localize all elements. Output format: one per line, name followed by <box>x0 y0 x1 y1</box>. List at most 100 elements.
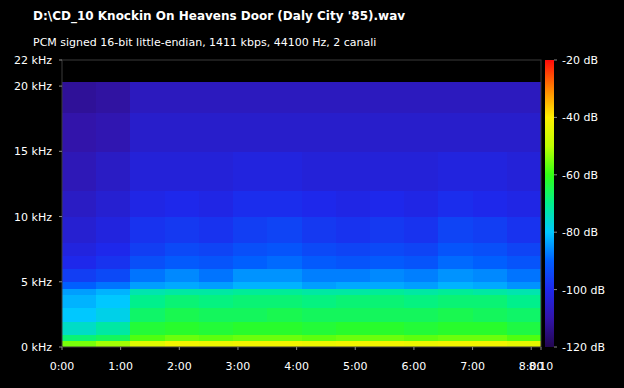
cell <box>438 112 473 152</box>
cell <box>165 321 200 335</box>
colorbar-tick-label: -100 dB <box>562 284 605 297</box>
y-tick-label: 5 kHz <box>21 276 52 289</box>
cell <box>62 340 97 347</box>
cell <box>438 256 473 270</box>
cell <box>267 288 302 295</box>
cell <box>233 288 268 295</box>
x-tick <box>541 347 542 350</box>
x-tick-label: 3:00 <box>226 360 251 373</box>
cell <box>165 243 200 257</box>
chart-root: D:\CD_10 Knockin On Heavens Door (Daly C… <box>0 0 624 388</box>
cell <box>96 269 131 283</box>
cell <box>473 243 508 257</box>
cell <box>233 151 268 191</box>
cell <box>233 256 268 270</box>
cell <box>62 256 97 270</box>
cell <box>370 112 405 152</box>
cell <box>404 340 439 347</box>
cell <box>130 334 165 341</box>
cell <box>473 334 508 341</box>
cell <box>233 282 268 289</box>
cell <box>165 269 200 283</box>
cell <box>302 340 337 347</box>
cell <box>62 190 97 217</box>
x-tick <box>120 347 121 350</box>
cell <box>267 321 302 335</box>
cell <box>165 256 200 270</box>
cell <box>233 334 268 341</box>
cells <box>62 82 541 347</box>
cell <box>473 112 508 152</box>
colorbar-tick-label: -120 dB <box>562 341 605 354</box>
cell <box>370 295 405 309</box>
colorbar-tick <box>554 60 557 61</box>
cell <box>96 217 131 244</box>
cell <box>336 308 371 322</box>
cell <box>473 190 508 217</box>
cell <box>302 295 337 309</box>
cell <box>130 217 165 244</box>
cell <box>404 217 439 244</box>
cell <box>96 321 131 335</box>
cell <box>267 295 302 309</box>
colorbar <box>545 60 554 347</box>
x-tick-label: 2:00 <box>167 360 192 373</box>
cell <box>438 334 473 341</box>
cell <box>302 151 337 191</box>
cell <box>62 82 97 113</box>
cell <box>507 308 541 322</box>
plot-background <box>62 60 541 347</box>
x-tick-label: 0:00 <box>50 360 75 373</box>
cell <box>199 190 234 217</box>
cell <box>370 243 405 257</box>
cell <box>96 243 131 257</box>
cell <box>302 82 337 113</box>
cell <box>507 334 541 341</box>
cell <box>130 308 165 322</box>
cell <box>233 269 268 283</box>
cell <box>438 282 473 289</box>
cell <box>438 82 473 113</box>
cell <box>165 151 200 191</box>
cell <box>302 269 337 283</box>
cell <box>473 269 508 283</box>
cell <box>130 340 165 347</box>
cell <box>267 151 302 191</box>
y-tick <box>59 151 62 152</box>
cell <box>96 151 131 191</box>
cell <box>62 334 97 341</box>
cell <box>473 295 508 309</box>
cell <box>473 340 508 347</box>
cell <box>438 288 473 295</box>
cell <box>199 243 234 257</box>
cell <box>438 308 473 322</box>
y-tick-label: 0 kHz <box>21 341 52 354</box>
y-tick-label: 10 kHz <box>14 211 52 224</box>
cell <box>267 190 302 217</box>
colorbar-tick-label: -40 dB <box>562 111 598 124</box>
cell <box>165 295 200 309</box>
cell <box>62 269 97 283</box>
cell <box>302 288 337 295</box>
cell <box>404 308 439 322</box>
cell <box>62 217 97 244</box>
cell <box>62 112 97 152</box>
x-tick <box>355 347 356 350</box>
cell <box>96 334 131 341</box>
colorbar-tick-label: -20 dB <box>562 54 598 67</box>
cell <box>370 308 405 322</box>
cell <box>370 334 405 341</box>
cell <box>507 151 541 191</box>
cell <box>370 288 405 295</box>
cell <box>267 269 302 283</box>
cell <box>130 151 165 191</box>
cell <box>130 82 165 113</box>
cell <box>199 340 234 347</box>
cell <box>62 282 97 289</box>
cell <box>473 151 508 191</box>
cell <box>130 243 165 257</box>
cell <box>473 256 508 270</box>
cell <box>130 256 165 270</box>
cell <box>336 321 371 335</box>
cell <box>96 340 131 347</box>
